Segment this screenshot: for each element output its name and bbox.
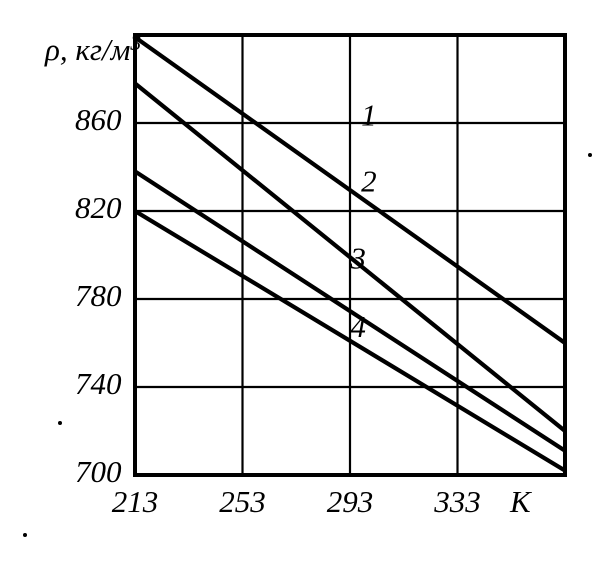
- x-tick-label: 253: [219, 484, 266, 519]
- series-label-2: 2: [361, 164, 377, 199]
- x-tick-label: 213: [112, 484, 159, 519]
- y-tick-label: 780: [75, 278, 122, 313]
- series-label-4: 4: [350, 309, 366, 344]
- noise-dot: [588, 153, 592, 157]
- y-tick-label: 860: [75, 102, 122, 137]
- x-tick-label: 293: [327, 484, 374, 519]
- chart-svg: 1234ρ, кг/м3700740780820860213253293333К: [0, 0, 615, 561]
- x-axis-unit-label: К: [509, 484, 533, 519]
- x-tick-label: 333: [433, 484, 481, 519]
- y-tick-label: 740: [75, 366, 122, 401]
- series-label-1: 1: [361, 98, 377, 133]
- noise-dot: [23, 533, 27, 537]
- y-axis-title: ρ, кг/м3: [44, 31, 141, 67]
- y-tick-label: 820: [75, 190, 122, 225]
- density-vs-temperature-chart: 1234ρ, кг/м3700740780820860213253293333К: [0, 0, 615, 561]
- series-label-3: 3: [349, 241, 366, 276]
- noise-dot: [58, 421, 62, 425]
